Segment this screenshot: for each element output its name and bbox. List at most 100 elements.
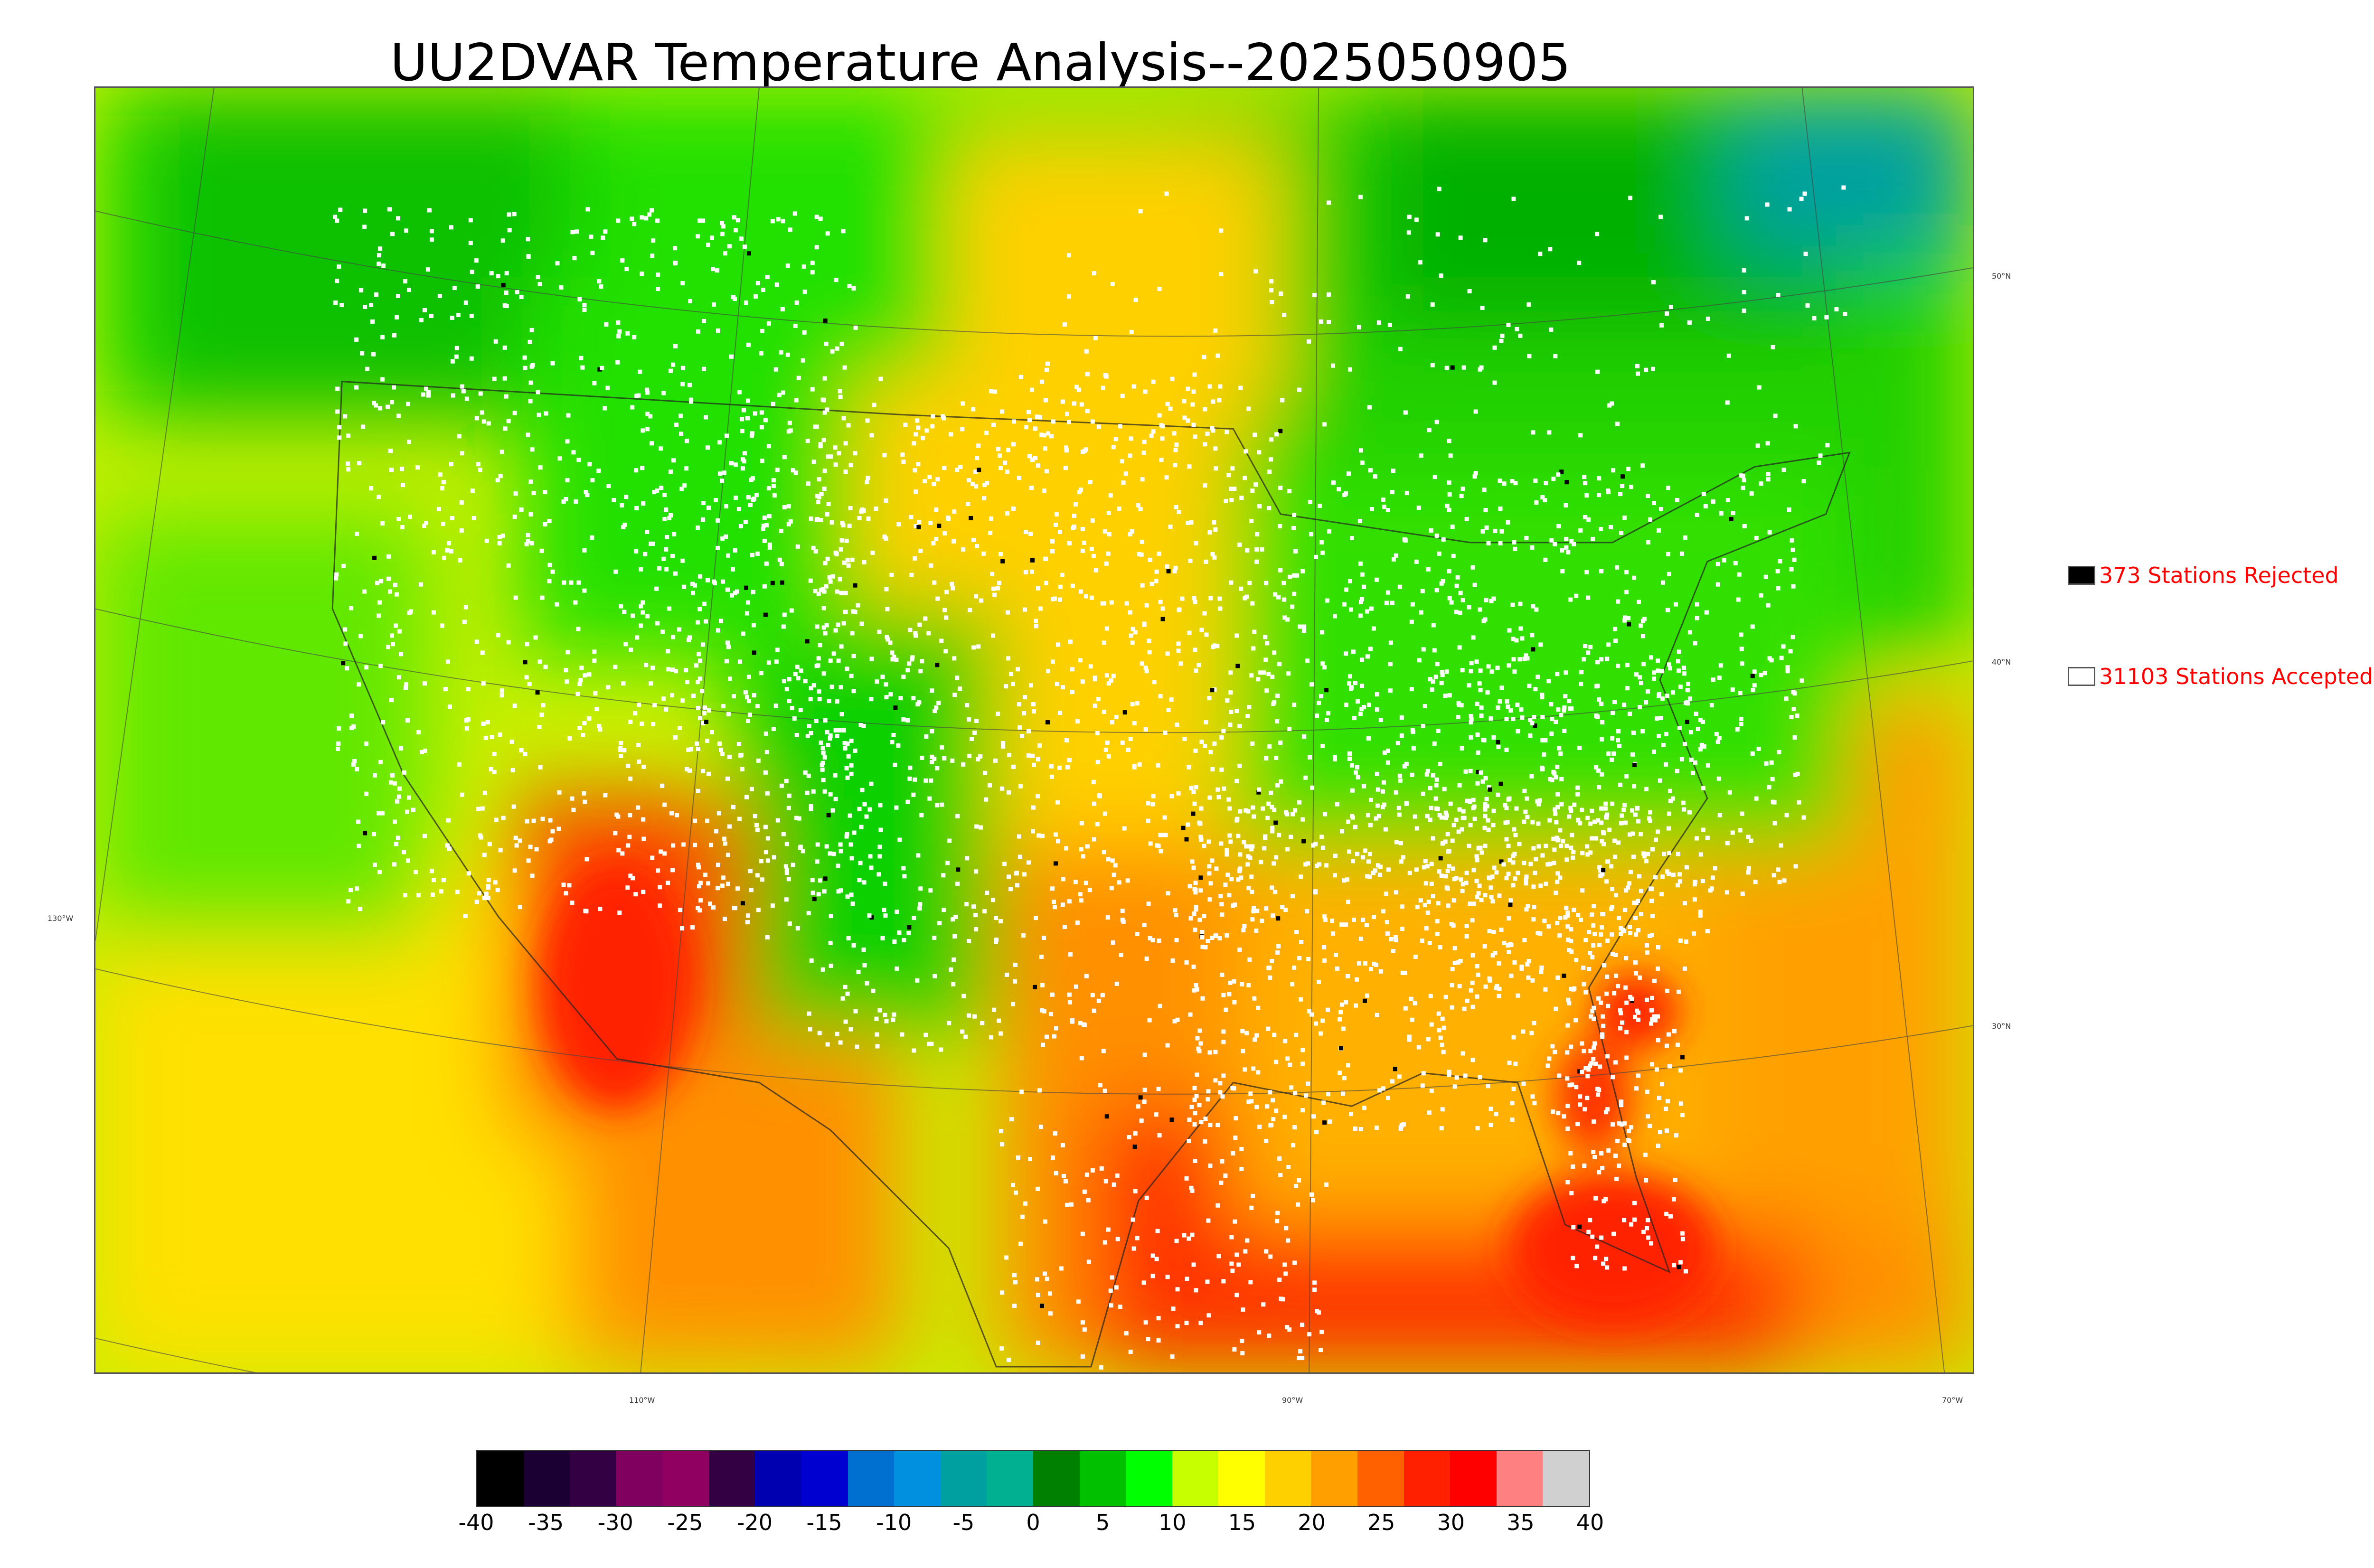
station-marker: [1011, 682, 1016, 686]
station-marker: [1564, 670, 1568, 675]
station-marker: [847, 523, 852, 528]
station-marker: [1565, 1127, 1570, 1131]
station-marker: [1365, 993, 1369, 998]
station-marker: [349, 606, 354, 610]
station-marker: [1553, 1050, 1557, 1054]
station-marker: [1665, 1099, 1670, 1104]
station-marker: [1460, 487, 1465, 491]
station-marker: [982, 496, 987, 501]
station-marker: [698, 676, 703, 681]
station-marker: [763, 731, 768, 736]
station-marker: [1407, 215, 1412, 219]
station-marker: [749, 787, 754, 791]
station-marker: [670, 667, 675, 672]
station-marker: [751, 590, 755, 594]
station-marker: [1351, 649, 1356, 654]
station-marker: [1388, 688, 1393, 693]
station-marker: [784, 687, 789, 692]
station-marker: [853, 610, 857, 614]
station-marker: [1054, 1026, 1058, 1031]
station-marker: [770, 581, 775, 585]
station-marker: [1131, 384, 1136, 389]
station-marker: [1549, 731, 1554, 736]
station-marker: [1559, 469, 1564, 474]
station-marker: [866, 516, 871, 521]
station-marker: [389, 698, 394, 703]
station-marker: [814, 215, 819, 219]
station-marker: [446, 541, 451, 545]
station-marker: [845, 991, 850, 996]
station-marker: [1636, 1017, 1641, 1022]
station-marker: [1740, 811, 1744, 816]
station-marker: [539, 713, 544, 717]
station-marker: [1510, 602, 1515, 607]
station-marker: [1445, 832, 1450, 836]
station-marker: [1599, 657, 1604, 662]
station-marker: [1685, 720, 1689, 724]
station-marker: [1221, 993, 1226, 997]
station-marker: [1630, 831, 1635, 836]
station-marker: [1718, 663, 1723, 668]
station-marker: [1512, 669, 1517, 674]
station-marker: [1525, 815, 1530, 819]
station-marker: [960, 427, 965, 432]
colorbar-segment: [1450, 1451, 1497, 1506]
station-marker: [1742, 478, 1746, 483]
station-marker: [550, 361, 555, 366]
station-marker: [918, 902, 923, 907]
station-marker: [1540, 695, 1545, 700]
station-marker: [701, 721, 706, 726]
station-marker: [816, 663, 820, 668]
station-marker: [1411, 730, 1415, 734]
station-marker: [1605, 1265, 1610, 1270]
station-marker: [891, 732, 896, 737]
station-marker: [1483, 807, 1488, 812]
station-marker: [1118, 1305, 1122, 1309]
station-marker: [1066, 253, 1071, 258]
station-marker: [1452, 946, 1457, 950]
station-marker: [1617, 916, 1621, 920]
station-marker: [1427, 428, 1432, 432]
station-marker: [1494, 986, 1498, 990]
station-marker: [806, 911, 811, 916]
station-marker: [1367, 852, 1372, 856]
station-marker: [419, 750, 424, 754]
station-marker: [1027, 753, 1031, 758]
station-marker: [640, 722, 644, 726]
station-marker: [1620, 484, 1625, 488]
station-marker: [372, 832, 377, 836]
station-marker: [802, 330, 807, 335]
station-marker: [479, 835, 483, 840]
station-marker: [697, 865, 701, 870]
station-marker: [1692, 882, 1697, 887]
station-marker: [1440, 673, 1445, 677]
station-marker: [917, 700, 922, 705]
station-marker: [1475, 1126, 1480, 1131]
station-marker: [1266, 966, 1271, 970]
station-marker: [846, 563, 851, 568]
station-marker: [1401, 1122, 1406, 1127]
station-marker: [749, 433, 754, 438]
station-marker: [1004, 684, 1008, 689]
station-marker: [961, 762, 966, 767]
station-marker: [888, 640, 893, 645]
station-marker: [536, 275, 540, 280]
station-marker: [1497, 893, 1502, 898]
station-marker: [1478, 1075, 1482, 1080]
station-marker: [698, 716, 703, 721]
station-marker: [930, 729, 934, 733]
station-marker: [1681, 807, 1686, 812]
station-marker: [1198, 1321, 1203, 1325]
station-marker: [1252, 996, 1257, 1001]
station-marker: [1081, 1022, 1086, 1027]
station-marker: [1475, 895, 1479, 900]
station-marker: [685, 767, 689, 771]
station-marker: [1536, 675, 1540, 679]
station-marker: [1471, 806, 1476, 810]
station-marker: [828, 733, 833, 738]
station-marker: [999, 1129, 1004, 1134]
station-marker: [846, 936, 851, 941]
station-marker: [582, 588, 587, 593]
station-marker: [1432, 648, 1437, 653]
colorbar-tick-label: 25: [1367, 1510, 1395, 1535]
